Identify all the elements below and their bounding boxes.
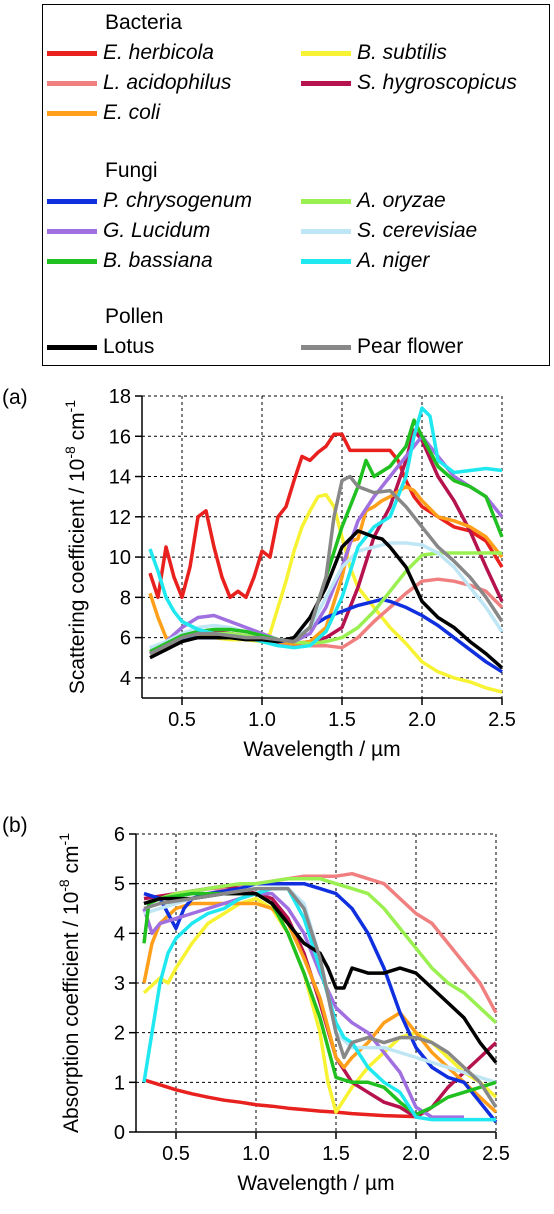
legend-label: S. hygroscopicus [357, 71, 517, 94]
y-axis-label-unit: cm [60, 845, 83, 879]
x-tick-label: 1.0 [248, 709, 276, 731]
x-tick-label: 1.5 [322, 1143, 350, 1165]
legend-entry-b-subtilis: B. subtilis [301, 41, 447, 65]
series-line-b-bassiana [149, 418, 504, 654]
series-line-s-hygroscopicus [149, 428, 504, 656]
y-tick-label: 6 [114, 824, 125, 846]
legend-label: G. Lucidum [103, 219, 211, 242]
legend-entry-a-niger: A. niger [301, 249, 429, 273]
legend-swatch [301, 198, 351, 204]
legend-swatch [47, 228, 97, 234]
series-line-e-herbicola [148, 432, 504, 600]
series-line-g-lucidum [142, 891, 464, 1119]
y-tick-label: 18 [109, 386, 131, 408]
x-tick-label: 1.5 [328, 709, 356, 731]
y-axis-label: Scattering coefficient / 10-8 cm-1 [62, 400, 89, 694]
y-axis-label-unit: cm [66, 412, 89, 446]
absorption-chart: 0.5 1.0 1.5 2.0 2.5 0 1 2 3 4 5 6 Wavelength / µm Abs… [56, 824, 510, 1195]
legend-label: B. bassiana [103, 249, 213, 272]
series-line-e-herbicola [143, 1078, 417, 1119]
legend-label: E. coli [103, 101, 161, 124]
legend-entry-p-chrysogenum: P. chrysogenum [47, 189, 252, 213]
legend-swatch [47, 198, 97, 204]
legend-entry-s-cerevisiae: S. cerevisiae [301, 219, 477, 243]
legend-entry-e-herbicola: E. herbicola [47, 41, 214, 65]
y-axis-label-unit-exponent: -1 [62, 400, 78, 413]
y-tick-label: 2 [114, 1023, 125, 1045]
legend-label: Lotus [103, 335, 155, 358]
series-line-a-oryzae [143, 876, 498, 1024]
series-line-pear-flower [149, 474, 504, 656]
legend-label: A. niger [357, 249, 430, 272]
y-axis-label-exponent: -8 [62, 446, 78, 459]
legend-group-fungi: Fungi [105, 159, 158, 182]
series-line-s-cerevisiae [149, 541, 504, 650]
y-tick-label: 4 [114, 923, 125, 945]
legend-entry-b-bassiana: B. bassiana [47, 249, 213, 273]
legend-entry-a-oryzae: A. oryzae [301, 189, 446, 213]
y-axis-label-text: Scattering coefficient / 10 [66, 459, 89, 694]
y-axis-label: Absorption coefficient / 10-8 cm-1 [56, 833, 83, 1133]
y-tick-label: 14 [109, 467, 131, 489]
legend-swatch [301, 258, 351, 264]
x-tick-label: 2.5 [488, 709, 516, 731]
series-line-a-niger [148, 406, 503, 650]
y-tick-label: 6 [120, 628, 131, 650]
legend-entry-e-coli: E. coli [47, 101, 160, 125]
y-tick-label: 10 [109, 547, 131, 569]
legend-swatch [301, 80, 351, 86]
x-axis-label: Wavelength / µm [243, 738, 400, 761]
series-line-b-bassiana [142, 891, 497, 1117]
panel-label-b: (b) [2, 814, 28, 837]
x-tick-label: 2.5 [482, 1143, 510, 1165]
series-line-p-chrysogenum [143, 881, 498, 1124]
y-tick-label: 4 [120, 668, 131, 690]
panel-label-a: (a) [2, 386, 28, 409]
y-axis-label-text: Absorption coefficient / 10 [60, 892, 83, 1133]
legend-entry-lotus: Lotus [47, 335, 154, 359]
legend-swatch [47, 258, 97, 264]
legend-swatch [301, 50, 351, 56]
y-axis-label-exponent: -8 [56, 879, 72, 892]
x-tick-label: 2.0 [408, 709, 436, 731]
series-line-a-niger [142, 886, 496, 1122]
legend-entry-l-acidophilus: L. acidophilus [47, 71, 231, 95]
x-tick-label: 0.5 [168, 709, 196, 731]
legend-label: A. oryzae [357, 189, 446, 212]
legend-swatch [47, 110, 97, 116]
legend-label: B. subtilis [357, 41, 447, 64]
legend-group-pollen: Pollen [105, 305, 164, 328]
legend: Bacteria E. herbicola B. subtilis L. aci… [42, 4, 550, 366]
x-tick-label: 0.5 [162, 1143, 190, 1165]
legend-swatch [301, 228, 351, 234]
series-line-lotus [149, 529, 504, 670]
legend-swatch [301, 344, 351, 350]
y-axis-label-unit-exponent: -1 [56, 833, 72, 846]
legend-label: S. cerevisiae [357, 219, 478, 242]
y-tick-label: 12 [109, 507, 131, 529]
legend-entry-s-hygroscopicus: S. hygroscopicus [301, 71, 517, 95]
x-axis-label: Wavelength / µm [237, 1172, 394, 1195]
series-line-pear-flower [143, 886, 498, 1109]
y-tick-label: 1 [114, 1072, 125, 1094]
legend-label: Pear flower [357, 335, 464, 358]
series-line-e-coli [142, 901, 498, 1114]
x-tick-label: 2.0 [402, 1143, 430, 1165]
legend-entry-g-lucidum: G. Lucidum [47, 219, 210, 243]
y-tick-label: 0 [114, 1122, 125, 1144]
y-tick-label: 5 [114, 874, 125, 896]
x-tick-label: 1.0 [242, 1143, 270, 1165]
y-tick-label: 3 [114, 973, 125, 995]
y-tick-label: 16 [109, 426, 131, 448]
scattering-chart: 0.5 1.0 1.5 2.0 2.5 4 6 8 10 12 14 16 18 Wavelength /… [62, 386, 516, 761]
legend-label: E. herbicola [103, 41, 214, 64]
legend-label: P. chrysogenum [103, 189, 253, 212]
y-tick-label: 8 [120, 587, 131, 609]
legend-swatch [47, 80, 97, 86]
legend-swatch [47, 344, 97, 350]
legend-label: L. acidophilus [103, 71, 232, 94]
legend-group-bacteria: Bacteria [105, 11, 183, 34]
legend-swatch [47, 50, 97, 56]
legend-entry-pear-flower: Pear flower [301, 335, 463, 359]
